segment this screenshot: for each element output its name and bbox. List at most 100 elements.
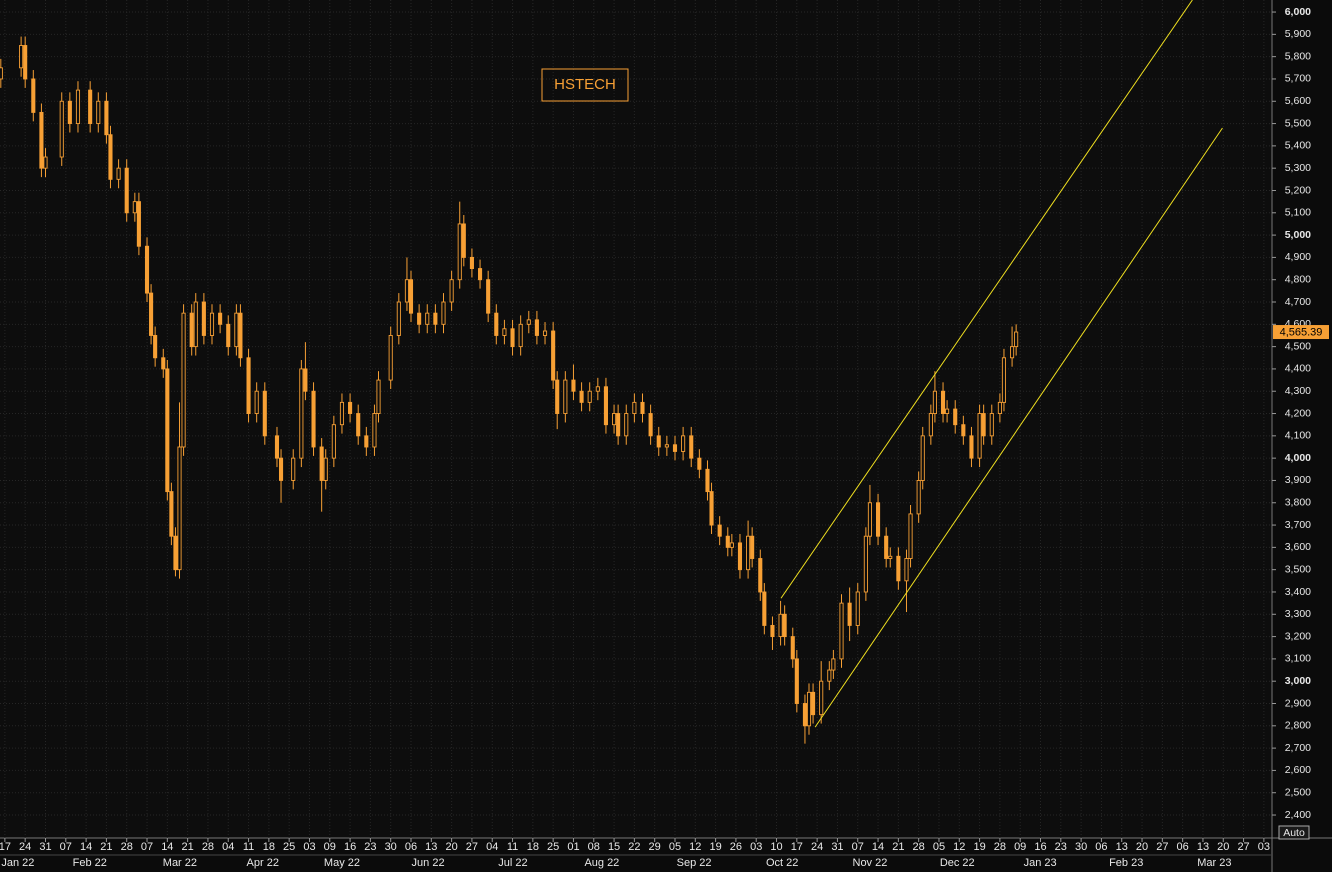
x-tick-label: 07 (852, 841, 864, 853)
candle-body (433, 312, 438, 325)
candle-body (758, 558, 763, 593)
y-tick-label: 5,000 (1285, 229, 1311, 241)
y-tick-label: 4,100 (1285, 430, 1311, 442)
candle-body (136, 201, 141, 247)
month-label: Jan 23 (1024, 857, 1057, 869)
candle-body (640, 401, 645, 414)
candle-body (782, 613, 787, 638)
candle-body (303, 368, 308, 392)
candle-body (319, 446, 324, 481)
x-tick-label: 31 (39, 841, 51, 853)
y-tick-label: 3,800 (1285, 497, 1311, 509)
candle-body (299, 368, 304, 459)
y-tick-label: 5,800 (1285, 50, 1311, 62)
candle-body (165, 368, 170, 493)
x-tick-label: 14 (872, 841, 884, 853)
month-label: Feb 23 (1109, 857, 1143, 869)
candle-body (632, 401, 637, 414)
candle-body (729, 542, 734, 548)
candle-body (31, 78, 36, 113)
x-tick-label: 21 (182, 841, 194, 853)
candle-body (291, 457, 296, 481)
x-tick-label: 14 (161, 841, 173, 853)
month-label: Jan 22 (1, 857, 34, 869)
x-tick-label: 17 (0, 841, 11, 853)
x-tick-label: 29 (649, 841, 661, 853)
candle-body (587, 390, 592, 403)
month-label: Feb 22 (73, 857, 107, 869)
candle-body (104, 100, 109, 136)
candle-body (542, 330, 548, 336)
candle-body (806, 691, 812, 727)
y-tick-label: 3,700 (1285, 519, 1311, 531)
candle-body (989, 413, 994, 437)
x-tick-label: 31 (831, 841, 843, 853)
candle-body (153, 335, 158, 359)
candle-body (896, 555, 901, 582)
y-tick-label: 5,400 (1285, 140, 1311, 152)
candle-body (778, 613, 783, 638)
candle-body (1010, 346, 1015, 359)
candle-body (1014, 331, 1019, 348)
candle-body (404, 279, 409, 303)
x-tick-label: 01 (567, 841, 579, 853)
candle-body (839, 602, 844, 660)
x-tick-label: 11 (243, 841, 254, 853)
candle-body (169, 491, 174, 537)
candle-body (132, 201, 137, 214)
x-tick-label: 30 (385, 841, 397, 853)
x-tick-label: 16 (1034, 841, 1046, 853)
x-tick-label: 03 (750, 841, 762, 853)
x-tick-label: 28 (994, 841, 1006, 853)
candle-body (469, 256, 474, 270)
x-tick-label: 22 (628, 841, 640, 853)
y-tick-label: 4,200 (1285, 407, 1311, 419)
candle-body (19, 45, 24, 69)
channel-line (814, 127, 1223, 728)
candle-body (181, 312, 186, 448)
auto-button[interactable]: Auto (1278, 825, 1310, 840)
title-box (541, 68, 629, 102)
candle-body (396, 301, 401, 336)
candle-body (372, 413, 377, 448)
candle-body (331, 424, 336, 459)
x-tick-label: 18 (527, 841, 539, 853)
x-tick-label: 20 (1136, 841, 1148, 853)
candle-body (189, 312, 194, 348)
channel-line (780, 0, 1193, 599)
month-label: Sep 22 (677, 857, 712, 869)
candle-body (876, 502, 881, 537)
candle-body (518, 323, 523, 348)
candle-body (555, 379, 560, 414)
y-tick-label: 4,800 (1285, 273, 1311, 285)
y-tick-label: 3,100 (1285, 653, 1311, 665)
candle-body (616, 413, 621, 437)
candle-body (681, 435, 686, 452)
y-tick-label: 4,700 (1285, 296, 1311, 308)
y-tick-label: 5,300 (1285, 162, 1311, 174)
candle-body (855, 591, 860, 626)
candle-body (23, 45, 28, 80)
candle-body (116, 167, 121, 180)
month-label: Jul 22 (498, 857, 527, 869)
candle-body (940, 390, 946, 414)
candle-body (278, 457, 284, 481)
x-tick-label: 09 (1014, 841, 1026, 853)
x-tick-label: 13 (425, 841, 437, 853)
month-label: Jun 22 (412, 857, 445, 869)
candle-body (526, 319, 531, 325)
x-tick-label: 09 (324, 841, 336, 853)
candle-body (770, 624, 775, 638)
candle-body (977, 413, 982, 459)
candle-body (831, 658, 836, 671)
candle-body (762, 591, 767, 626)
y-tick-label: 4,500 (1285, 340, 1311, 352)
candle-body (449, 279, 454, 303)
candle-body (648, 413, 653, 437)
x-tick-label: 17 (791, 841, 803, 853)
x-tick-label: 07 (141, 841, 153, 853)
candle-body (612, 413, 617, 426)
candle-body (323, 457, 328, 481)
candle-body (173, 535, 178, 571)
y-tick-label: 5,600 (1285, 95, 1311, 107)
